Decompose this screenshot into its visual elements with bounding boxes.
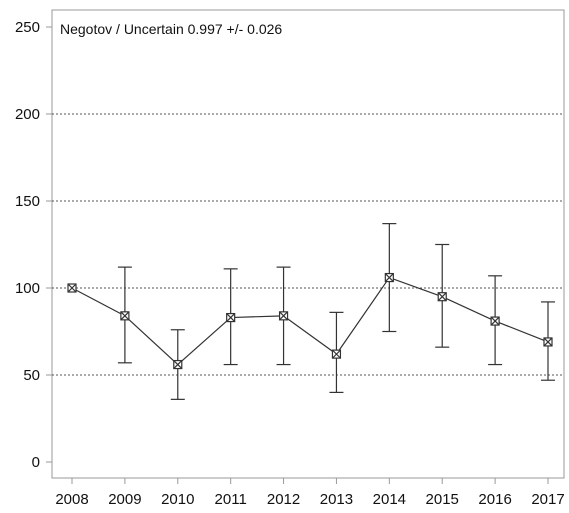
- data-point: [331, 349, 342, 359]
- x-axis: 2008 2009 2010 2011 2012 2013 2014 2015 2016 2017: [55, 478, 565, 508]
- y-tick-label: 250: [15, 19, 40, 36]
- series-line: [67, 223, 555, 400]
- point-cross-b: [173, 360, 183, 369]
- x-tick-label: 2015: [426, 491, 459, 508]
- annotation-text: Negotov / Uncertain 0.997 +/- 0.026: [60, 21, 282, 37]
- x-tick-label: 2016: [478, 491, 511, 508]
- x-tick-label: 2014: [373, 491, 406, 508]
- data-point: [120, 311, 130, 321]
- y-tick-label: 50: [23, 367, 40, 384]
- point-cross-b: [543, 337, 553, 347]
- plot-frame: [51, 9, 565, 479]
- point-cross-b: [437, 292, 447, 302]
- x-tick-label: 2010: [161, 491, 194, 508]
- x-tick-label: 2009: [108, 491, 141, 508]
- data-point: [490, 316, 500, 326]
- grid-lines: [52, 113, 564, 376]
- x-tick-label: 2013: [320, 491, 353, 508]
- point-cross-b: [226, 313, 236, 323]
- y-tick-label: 100: [15, 280, 40, 297]
- x-tick-label: 2008: [55, 491, 88, 508]
- y-tick-label: 0: [32, 454, 40, 471]
- data-point: [543, 337, 553, 347]
- data-point: [67, 283, 77, 293]
- x-tick-label: 2012: [267, 491, 300, 508]
- series-polyline: [71, 276, 549, 366]
- point-cross-b: [279, 311, 288, 321]
- data-point: [173, 359, 183, 370]
- point-cross-b: [120, 311, 130, 321]
- data-point: [278, 311, 289, 321]
- data-point: [384, 272, 394, 283]
- point-cross-b: [490, 316, 500, 326]
- point-cross-b: [384, 273, 394, 282]
- x-tick-label: 2011: [215, 491, 247, 508]
- y-axis: 0 50 100 150 200 250: [15, 19, 52, 471]
- data-point: [437, 292, 447, 302]
- x-tick-label: 2017: [531, 491, 564, 508]
- data-point: [226, 312, 236, 323]
- y-tick-label: 200: [15, 106, 40, 123]
- point-cross-b: [332, 349, 341, 359]
- y-tick-label: 150: [15, 193, 40, 210]
- point-cross-b: [67, 283, 77, 293]
